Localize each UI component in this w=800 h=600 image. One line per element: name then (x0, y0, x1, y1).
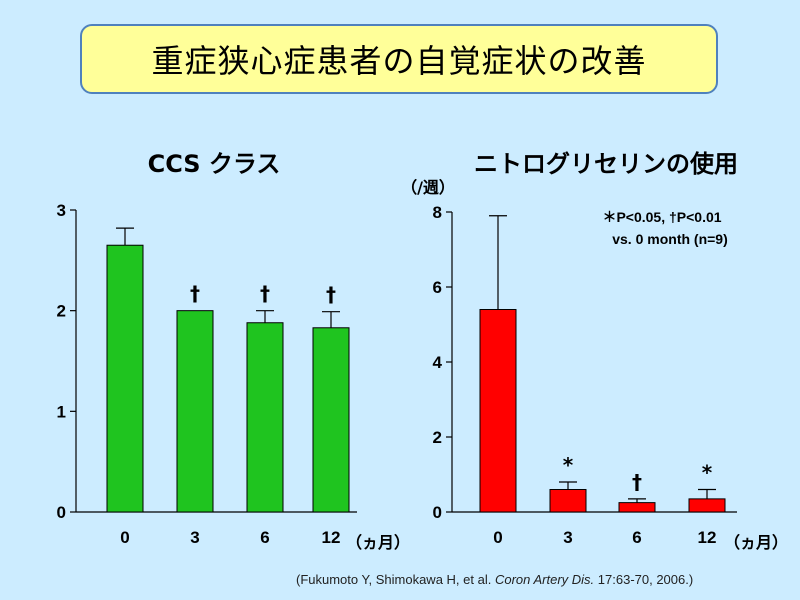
significance-marker: * (702, 461, 713, 485)
significance-marker: † (190, 282, 200, 306)
bar (246, 322, 284, 513)
x-tick-label: 0 (120, 528, 129, 547)
bar (688, 498, 726, 513)
comparison-note: vs. 0 month (n=9) (612, 231, 728, 247)
y-tick-label: 2 (433, 428, 442, 447)
x-tick-label: 0 (493, 528, 502, 547)
slide-title: 重症狭心症患者の自覚症状の改善 (80, 24, 718, 94)
x-tick-label: 12 (322, 528, 341, 547)
y-tick-label: 0 (57, 503, 66, 522)
y-tick-label: 0 (433, 503, 442, 522)
y-tick-label: 4 (433, 353, 443, 372)
bar (479, 309, 517, 513)
x-tick-label: 6 (260, 528, 269, 547)
bar (312, 327, 350, 513)
x-tick-label: 3 (190, 528, 199, 547)
chart-title: CCS クラス (148, 150, 281, 178)
x-tick-label: 12 (698, 528, 717, 547)
significance-marker: † (326, 283, 336, 307)
bar (106, 244, 144, 513)
nitroglycerin-chart: ニトログリセリンの使用 0 2 4 6 8 0 * 3 † 6 * 12 （ヵ月） （/週） ＊P<0.05,… (401, 150, 788, 552)
bar (549, 489, 587, 513)
x-axis-label: （ヵ月） (346, 533, 410, 552)
y-axis-label: （/週） (401, 178, 455, 197)
citation-journal: Coron Artery Dis. (494, 572, 595, 587)
significance-marker: † (260, 282, 270, 306)
y-tick-label: 6 (433, 278, 442, 297)
x-tick-label: 6 (632, 528, 641, 547)
bar (176, 310, 214, 513)
citation-authors: (Fukumoto Y, Shimokawa H, et al. (296, 572, 495, 587)
significance-note: ＊P<0.05, †P<0.01 (602, 209, 721, 225)
significance-marker: * (563, 453, 574, 477)
x-tick-label: 3 (563, 528, 572, 547)
citation: (Fukumoto Y, Shimokawa H, et al. Coron A… (296, 572, 693, 587)
y-tick-label: 2 (57, 302, 66, 321)
x-axis-label: （ヵ月） (724, 533, 788, 552)
y-tick-label: 3 (57, 201, 66, 220)
y-tick-label: 1 (57, 402, 66, 421)
chart-title: ニトログリセリンの使用 (474, 150, 738, 178)
citation-volume: 17:63-70, 2006.) (594, 572, 694, 587)
y-tick-label: 8 (433, 203, 442, 222)
bar (618, 502, 656, 513)
significance-marker: † (632, 470, 642, 494)
